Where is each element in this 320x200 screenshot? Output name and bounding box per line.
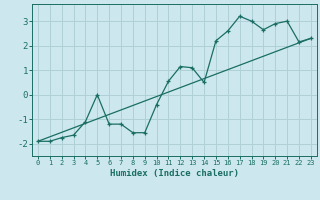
X-axis label: Humidex (Indice chaleur): Humidex (Indice chaleur) [110,169,239,178]
